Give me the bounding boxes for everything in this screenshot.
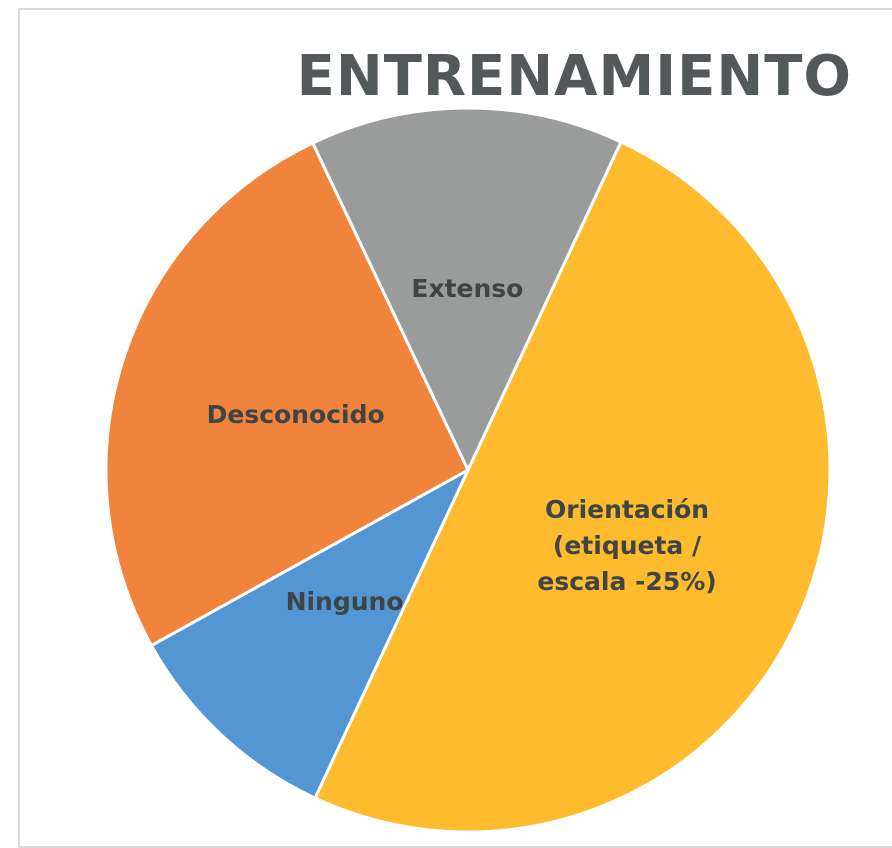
pie-slice <box>104 140 470 648</box>
pie-slice <box>313 139 832 834</box>
slice-label: Extenso <box>411 274 524 303</box>
slice-label: Desconocido <box>206 399 385 429</box>
slice-label: Orientación (etiqueta / escala -25%) <box>537 495 717 597</box>
chart-title: ENTRENAMIENTO <box>296 44 852 109</box>
pie-slice <box>149 466 472 801</box>
pie-slice <box>310 106 623 474</box>
slice-label: Ninguno <box>285 587 404 617</box>
